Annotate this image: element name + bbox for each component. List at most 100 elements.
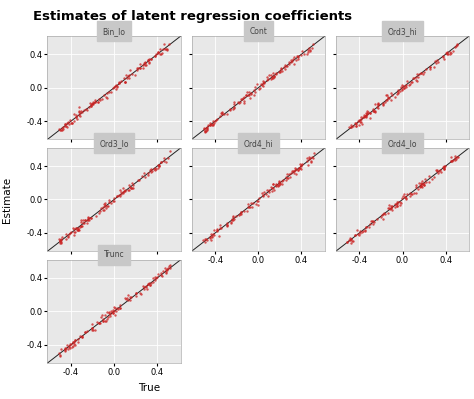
Point [89, 324, 96, 331]
Point [137, 65, 144, 71]
Point [93, 319, 100, 326]
Point [152, 277, 159, 283]
Point [444, 51, 452, 57]
Point [283, 170, 291, 177]
Point [56, 352, 64, 359]
Point [252, 84, 259, 90]
Point [412, 74, 420, 80]
Point [285, 171, 292, 178]
Point [161, 154, 168, 161]
Point [73, 116, 81, 122]
Point [166, 262, 173, 268]
Point [70, 339, 77, 345]
Point [393, 203, 401, 209]
Point [155, 165, 162, 171]
Point [106, 311, 113, 318]
Point [355, 117, 362, 123]
Point [260, 80, 268, 87]
Point [383, 97, 391, 103]
Point [257, 81, 264, 88]
Point [359, 228, 367, 234]
Point [142, 283, 150, 289]
Point [439, 164, 447, 170]
Point [128, 184, 135, 191]
Point [229, 213, 237, 219]
Point [246, 92, 253, 98]
Point [357, 114, 365, 120]
Point [404, 191, 411, 198]
Point [163, 47, 171, 53]
Point [70, 339, 78, 345]
Point [163, 269, 170, 275]
Point [272, 182, 279, 188]
Point [89, 321, 96, 328]
Point [94, 99, 102, 105]
Point [433, 168, 440, 174]
Point [280, 64, 287, 70]
Point [398, 85, 405, 92]
Point [295, 56, 302, 62]
Point [294, 166, 301, 173]
Point [305, 44, 313, 51]
Point [238, 95, 246, 102]
Point [286, 174, 293, 180]
Point [132, 290, 140, 296]
Point [109, 310, 117, 316]
Point [227, 107, 234, 113]
Point [229, 217, 237, 223]
Point [347, 236, 355, 242]
Point [275, 181, 283, 188]
Point [99, 206, 107, 213]
Point [77, 223, 85, 229]
Point [77, 217, 85, 223]
Title: Ord4_lo: Ord4_lo [388, 138, 417, 148]
Point [356, 232, 363, 239]
Point [373, 103, 381, 110]
Point [202, 125, 210, 131]
Point [126, 75, 133, 82]
Point [366, 115, 374, 121]
Point [297, 162, 305, 168]
Point [243, 89, 251, 95]
Point [347, 236, 355, 243]
Point [419, 178, 426, 184]
Point [78, 219, 85, 225]
Point [381, 210, 389, 217]
Point [427, 64, 434, 70]
Point [273, 71, 280, 77]
Point [447, 154, 455, 160]
Point [385, 202, 393, 208]
Point [366, 221, 374, 227]
Point [254, 202, 262, 208]
Point [91, 99, 99, 105]
Point [79, 219, 87, 226]
Point [447, 158, 455, 164]
Point [75, 109, 82, 115]
Point [258, 82, 265, 89]
Point [204, 237, 211, 243]
Point [422, 179, 429, 185]
Point [116, 302, 124, 308]
Point [61, 123, 68, 129]
Point [432, 167, 440, 173]
Point [82, 329, 89, 336]
Point [106, 313, 113, 319]
Point [264, 72, 272, 79]
Point [97, 320, 104, 326]
Point [84, 214, 92, 221]
Point [380, 100, 387, 107]
Point [453, 154, 461, 160]
Point [382, 97, 389, 103]
Point [124, 292, 132, 298]
Point [412, 190, 419, 196]
Point [201, 235, 209, 242]
Point [83, 219, 91, 226]
Point [400, 85, 408, 91]
Point [293, 53, 301, 59]
Point [393, 199, 401, 205]
Point [100, 318, 107, 324]
Point [70, 225, 77, 231]
Point [253, 198, 261, 204]
Point [246, 204, 253, 210]
Point [75, 227, 82, 233]
